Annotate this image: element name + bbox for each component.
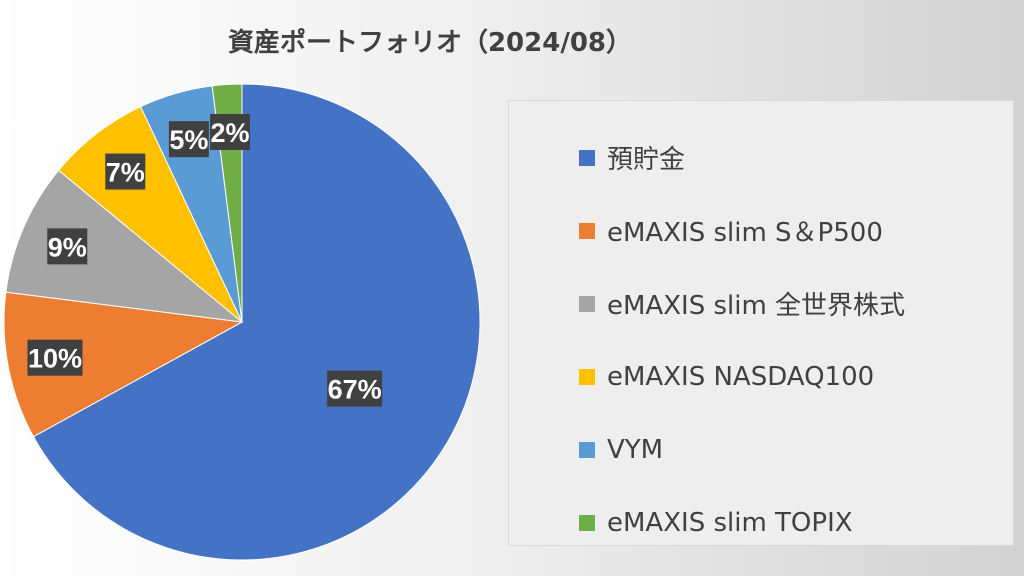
legend-item-2: eMAXIS slim 全世界株式 — [579, 267, 1013, 340]
legend: 預貯金 eMAXIS slim S＆P500 eMAXIS slim 全世界株式 eM… — [508, 100, 1014, 546]
pie-slice-1 — [3, 291, 244, 438]
data-label-text-5: 2% — [211, 118, 250, 148]
data-label-text-4: 5% — [169, 125, 208, 155]
data-label-box-2 — [47, 228, 88, 265]
legend-swatch-1 — [579, 222, 595, 239]
legend-label-1: eMAXIS slim S＆P500 — [607, 218, 883, 248]
data-label-text-3: 7% — [106, 158, 145, 188]
data-label-text-0: 67% — [328, 375, 382, 405]
legend-item-3: eMAXIS NASDAQ100 — [579, 340, 1013, 413]
legend-list: 預貯金 eMAXIS slim S＆P500 eMAXIS slim 全世界株式 eM… — [509, 101, 1013, 559]
data-label-box-1 — [27, 339, 83, 376]
data-label-text-1: 10% — [28, 344, 82, 374]
legend-swatch-0 — [579, 149, 595, 166]
legend-item-4: VYM — [579, 413, 1013, 486]
legend-swatch-4 — [579, 441, 595, 458]
legend-label-2: eMAXIS slim 全世界株式 — [607, 291, 906, 321]
pie-slice-2 — [5, 169, 244, 323]
pie-slice-0 — [32, 83, 481, 561]
data-label-1: 10% — [27, 339, 83, 376]
data-label-2: 9% — [47, 228, 88, 265]
data-label-4: 5% — [168, 121, 209, 158]
legend-label-4: VYM — [607, 434, 664, 465]
legend-label-5: eMAXIS slim TOPIX — [607, 507, 853, 538]
data-label-box-3 — [105, 153, 146, 190]
legend-label-3: eMAXIS NASDAQ100 — [607, 361, 875, 392]
legend-swatch-5 — [579, 514, 595, 531]
data-label-3: 7% — [105, 153, 146, 190]
data-label-5: 2% — [210, 113, 251, 150]
data-label-box-0 — [327, 370, 383, 407]
data-label-text-2: 9% — [48, 232, 87, 262]
pie-chart: 67% 10% 9% 7% 5% 2% — [3, 83, 481, 561]
legend-label-0: 預貯金 — [607, 145, 686, 175]
pie-slice-3 — [57, 105, 243, 323]
data-label-0: 67% — [327, 370, 383, 407]
chart-title: 資産ポートフォリオ（2024/08） — [227, 28, 633, 58]
data-label-box-5 — [210, 113, 251, 150]
data-label-box-4 — [168, 121, 209, 158]
legend-item-5: eMAXIS slim TOPIX — [579, 486, 1013, 559]
legend-item-0: 預貯金 — [579, 121, 1013, 194]
legend-swatch-3 — [579, 368, 595, 385]
legend-swatch-2 — [579, 295, 595, 312]
legend-item-1: eMAXIS slim S＆P500 — [579, 194, 1013, 267]
